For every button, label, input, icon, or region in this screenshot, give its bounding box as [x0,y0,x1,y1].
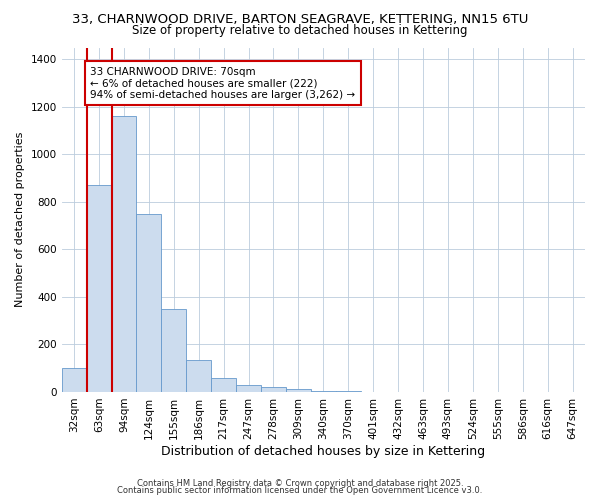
Text: Size of property relative to detached houses in Kettering: Size of property relative to detached ho… [132,24,468,37]
Bar [186,360,211,392]
Bar [211,378,236,392]
Bar [112,116,136,392]
Bar [62,368,86,392]
Bar [136,214,161,392]
Bar [261,387,286,392]
Text: Contains HM Land Registry data © Crown copyright and database right 2025.: Contains HM Land Registry data © Crown c… [137,478,463,488]
Text: 33 CHARNWOOD DRIVE: 70sqm
← 6% of detached houses are smaller (222)
94% of semi-: 33 CHARNWOOD DRIVE: 70sqm ← 6% of detach… [91,66,355,100]
X-axis label: Distribution of detached houses by size in Kettering: Distribution of detached houses by size … [161,444,485,458]
Text: Contains public sector information licensed under the Open Government Licence v3: Contains public sector information licen… [118,486,482,495]
Bar [161,309,186,392]
Y-axis label: Number of detached properties: Number of detached properties [15,132,25,308]
Bar [86,186,112,392]
Bar [236,385,261,392]
Text: 33, CHARNWOOD DRIVE, BARTON SEAGRAVE, KETTERING, NN15 6TU: 33, CHARNWOOD DRIVE, BARTON SEAGRAVE, KE… [72,12,528,26]
Bar [286,389,311,392]
Bar [311,391,336,392]
